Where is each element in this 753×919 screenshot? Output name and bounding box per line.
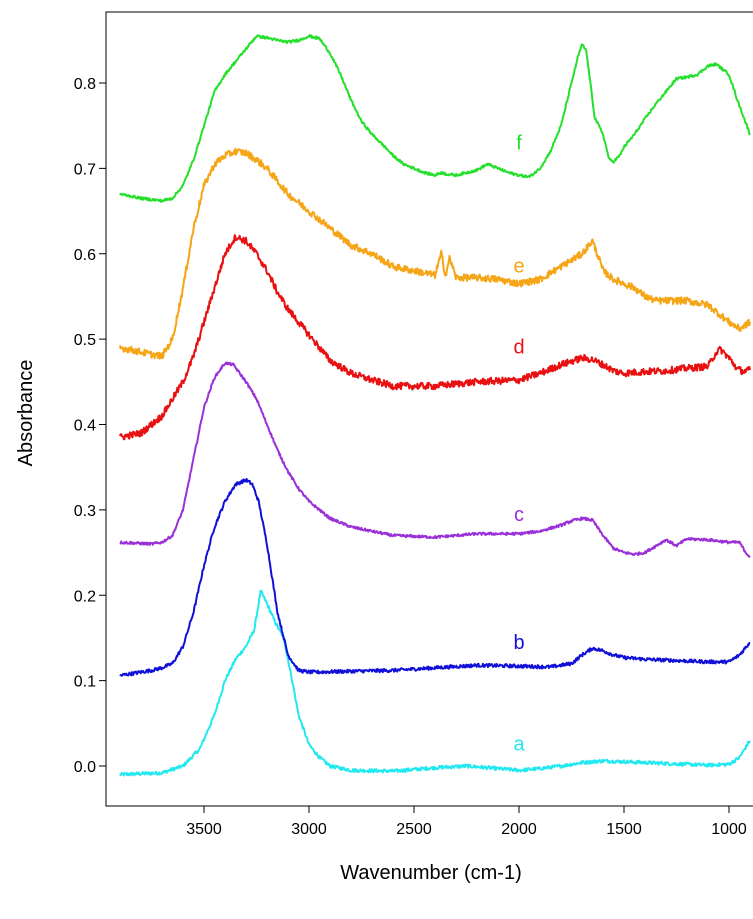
- x-tick-label: 1000: [711, 821, 747, 838]
- y-tick-label: 0.2: [74, 588, 96, 605]
- series-line-a: [119, 589, 751, 777]
- plot-frame: [105, 11, 753, 807]
- series-label-b: b: [513, 632, 524, 654]
- y-tick-label: 0.3: [74, 503, 96, 520]
- series-label-e: e: [513, 256, 524, 278]
- y-axis-title: Absorbance: [15, 360, 37, 467]
- x-tick-label: 2000: [501, 821, 537, 838]
- series-line-e: [119, 147, 751, 360]
- series-layer: [119, 34, 751, 777]
- y-tick-label: 0.8: [74, 76, 96, 93]
- series-line-c: [119, 361, 751, 559]
- series-label-c: c: [514, 504, 524, 526]
- y-tick-label: 0.6: [74, 247, 96, 264]
- curve-label-layer: a b c d e f: [513, 133, 525, 756]
- y-tick-label: 0.4: [74, 418, 96, 435]
- series-label-f: f: [516, 133, 522, 155]
- x-axis-title: Wavenumber (cm-1): [340, 862, 522, 884]
- series-line-b: [119, 478, 751, 677]
- y-tick-label: 0.1: [74, 674, 96, 691]
- y-tick-label: 0.7: [74, 161, 96, 178]
- x-tick-label: 2500: [396, 821, 432, 838]
- y-tick-label: 0.0: [74, 759, 96, 776]
- y-axis: 0.0 0.1 0.2 0.3 0.4 0.5 0.6 0.7 0.8: [74, 76, 106, 776]
- x-axis: 3500 3000 2500 2000 1500 1000: [186, 806, 747, 838]
- y-tick-label: 0.5: [74, 332, 96, 349]
- series-line-f: [119, 34, 751, 203]
- x-tick-label: 1500: [606, 821, 642, 838]
- series-line-d: [119, 234, 751, 441]
- x-tick-label: 3000: [291, 821, 327, 838]
- x-tick-label: 3500: [186, 821, 222, 838]
- series-label-a: a: [513, 734, 525, 756]
- series-label-d: d: [513, 337, 524, 359]
